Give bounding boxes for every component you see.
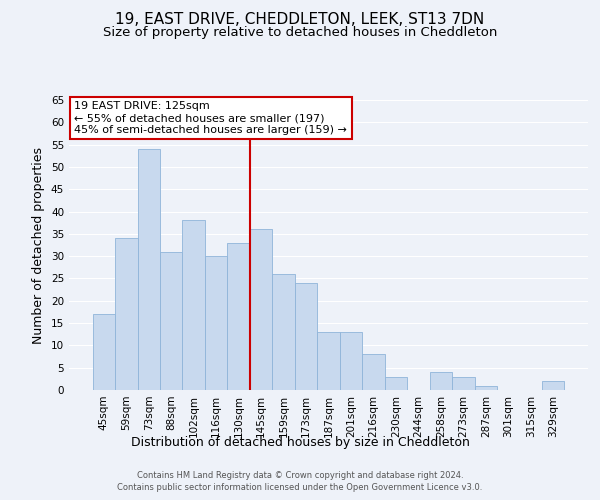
Bar: [475, 386, 497, 390]
Bar: [92, 314, 115, 390]
Text: 19 EAST DRIVE: 125sqm
← 55% of detached houses are smaller (197)
45% of semi-det: 19 EAST DRIVE: 125sqm ← 55% of detached …: [74, 102, 347, 134]
Bar: [182, 220, 205, 390]
Bar: [385, 376, 407, 390]
Bar: [137, 149, 160, 390]
Bar: [227, 243, 250, 390]
Bar: [295, 283, 317, 390]
Text: Size of property relative to detached houses in Cheddleton: Size of property relative to detached ho…: [103, 26, 497, 39]
Bar: [160, 252, 182, 390]
Y-axis label: Number of detached properties: Number of detached properties: [32, 146, 46, 344]
Text: Contains HM Land Registry data © Crown copyright and database right 2024.
Contai: Contains HM Land Registry data © Crown c…: [118, 471, 482, 492]
Text: 19, EAST DRIVE, CHEDDLETON, LEEK, ST13 7DN: 19, EAST DRIVE, CHEDDLETON, LEEK, ST13 7…: [115, 12, 485, 28]
Bar: [340, 332, 362, 390]
Bar: [542, 381, 565, 390]
Bar: [362, 354, 385, 390]
Bar: [430, 372, 452, 390]
Text: Distribution of detached houses by size in Cheddleton: Distribution of detached houses by size …: [131, 436, 469, 449]
Bar: [317, 332, 340, 390]
Bar: [115, 238, 137, 390]
Bar: [452, 376, 475, 390]
Bar: [272, 274, 295, 390]
Bar: [205, 256, 227, 390]
Bar: [250, 230, 272, 390]
